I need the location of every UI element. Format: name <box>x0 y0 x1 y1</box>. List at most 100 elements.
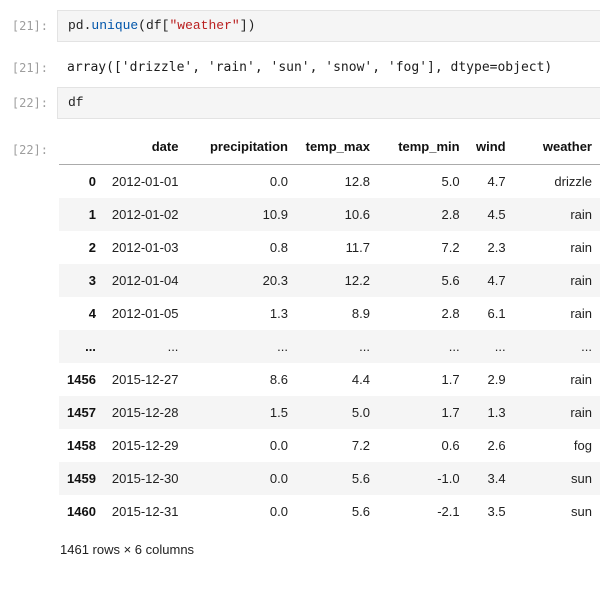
output-prompt-22: [22]: <box>11 143 48 157</box>
table-cell-precipitation: 10.9 <box>262 207 288 222</box>
code-cell-22: [22]: df <box>0 87 600 119</box>
table-row: 1459 2015-12-30 0.0 5.6 -1.0 3.4 sun <box>59 462 600 495</box>
table-cell-temp_min: 1.7 <box>441 372 460 387</box>
table-cell-temp_max: 8.9 <box>351 306 370 321</box>
table-cell-wind: 2.6 <box>487 438 506 453</box>
table-cell-precipitation: 0.8 <box>269 240 288 255</box>
table-cell-temp_max: 4.4 <box>351 372 370 387</box>
table-cell-temp_max: 7.2 <box>351 438 370 453</box>
code-token-punct: ]) <box>239 18 256 33</box>
table-cell-temp_min: 2.8 <box>441 306 460 321</box>
column-header-temp_max: temp_max <box>295 133 378 165</box>
table-cell-precipitation: 20.3 <box>262 273 288 288</box>
table-cell-wind: 4.7 <box>487 273 506 288</box>
code-editor-22[interactable]: df <box>57 87 600 119</box>
code-token-str: "weather" <box>169 18 240 33</box>
table-row: 1456 2015-12-27 8.6 4.4 1.7 2.9 rain <box>59 363 600 396</box>
table-cell-weather: rain <box>570 240 592 255</box>
table-cell-weather: sun <box>571 504 592 519</box>
row-index: 1 <box>88 207 96 222</box>
table-cell-date: ... <box>167 339 179 354</box>
table-cell-date: 2012-01-03 <box>111 240 179 255</box>
table-header-row: date precipitation temp_max temp_min wind wea… <box>59 133 600 165</box>
row-index: 1458 <box>67 438 96 453</box>
table-row: 2 2012-01-03 0.8 11.7 7.2 2.3 rain <box>59 231 600 264</box>
table-row: ..................... <box>59 330 600 363</box>
code-token-name: pd <box>68 18 84 33</box>
table-cell-temp_min: -1.0 <box>437 471 460 486</box>
row-index: 1460 <box>67 504 96 519</box>
column-header-weather: weather <box>513 133 600 165</box>
table-cell-temp_max: 12.2 <box>344 273 370 288</box>
table-cell-precipitation: 1.3 <box>269 306 288 321</box>
code-editor-21[interactable]: pd.unique(df["weather"]) <box>57 10 600 42</box>
table-cell-precipitation: 0.0 <box>269 504 288 519</box>
code-token-name: df <box>68 95 84 110</box>
dataframe-shape-label: 1461 rows × 6 columns <box>60 542 195 557</box>
table-cell-weather: rain <box>570 405 592 420</box>
table-cell-date: 2015-12-28 <box>111 405 179 420</box>
output-prompt-21: [21]: <box>11 61 48 75</box>
table-cell-wind: 2.3 <box>487 240 506 255</box>
row-index: 3 <box>88 273 96 288</box>
code-token-name: df <box>146 18 162 33</box>
table-cell-precipitation: 1.5 <box>269 405 288 420</box>
table-cell-weather: rain <box>570 306 592 321</box>
dataframe-body: 0 2012-01-01 0.0 12.8 5.0 4.7 drizzle 1 2012-01-… <box>59 165 600 529</box>
table-row: 1 2012-01-02 10.9 10.6 2.8 4.5 rain <box>59 198 600 231</box>
input-prompt-22: [22]: <box>11 96 48 110</box>
table-cell-temp_min: -2.1 <box>437 504 460 519</box>
code-token-punct: . <box>83 18 92 33</box>
table-cell-wind: 3.4 <box>487 471 506 486</box>
table-cell-temp_min: 0.6 <box>441 438 460 453</box>
code-token-prop: unique <box>91 18 139 33</box>
code-cell-21: [21]: pd.unique(df["weather"]) <box>0 10 600 42</box>
code-token-punct: ( <box>138 18 147 33</box>
table-cell-date: 2012-01-02 <box>111 207 179 222</box>
table-cell-precipitation: 8.6 <box>269 372 288 387</box>
table-cell-date: 2012-01-04 <box>111 273 179 288</box>
table-cell-temp_min: ... <box>448 339 460 354</box>
table-cell-precipitation: 0.0 <box>269 438 288 453</box>
table-cell-date: 2015-12-31 <box>111 504 179 519</box>
notebook: [21]: pd.unique(df["weather"]) [21]: arr… <box>0 10 600 558</box>
dataframe-output: date precipitation temp_max temp_min wind wea… <box>57 133 600 558</box>
table-cell-weather: ... <box>581 339 592 354</box>
row-index: 1457 <box>67 405 96 420</box>
table-row: 4 2012-01-05 1.3 8.9 2.8 6.1 rain <box>59 297 600 330</box>
table-cell-date: 2015-12-30 <box>111 471 179 486</box>
table-cell-wind: 2.9 <box>487 372 506 387</box>
row-index: 1456 <box>67 372 96 387</box>
row-index: 2 <box>88 240 96 255</box>
table-cell-weather: fog <box>573 438 592 453</box>
table-cell-wind: 4.5 <box>487 207 506 222</box>
code-line-21: pd.unique(df["weather"]) <box>68 18 255 33</box>
table-cell-date: 2012-01-05 <box>111 306 179 321</box>
table-cell-temp_min: 1.7 <box>441 405 460 420</box>
table-cell-temp_max: 5.6 <box>351 471 370 486</box>
table-cell-date: 2015-12-27 <box>111 372 179 387</box>
table-row: 1458 2015-12-29 0.0 7.2 0.6 2.6 fog <box>59 429 600 462</box>
table-cell-temp_max: ... <box>359 339 370 354</box>
table-cell-temp_max: 10.6 <box>344 207 370 222</box>
row-index: 1459 <box>67 471 96 486</box>
dataframe-table: date precipitation temp_max temp_min wind wea… <box>59 133 600 528</box>
input-prompt-21: [21]: <box>11 19 48 33</box>
table-cell-weather: drizzle <box>554 174 592 189</box>
table-cell-wind: 6.1 <box>487 306 506 321</box>
table-cell-precipitation: ... <box>277 339 288 354</box>
table-cell-weather: rain <box>570 273 592 288</box>
table-cell-weather: sun <box>571 471 592 486</box>
table-cell-temp_max: 11.7 <box>345 240 370 255</box>
table-cell-temp_max: 12.8 <box>344 174 370 189</box>
output-text-21: array(['drizzle', 'rain', 'sun', 'snow',… <box>67 60 553 75</box>
row-index: ... <box>85 339 96 354</box>
column-header-precipitation: precipitation <box>186 133 296 165</box>
table-cell-date: 2012-01-01 <box>111 174 179 189</box>
table-cell-date: 2015-12-29 <box>111 438 179 453</box>
table-row: 1460 2015-12-31 0.0 5.6 -2.1 3.5 sun <box>59 495 600 528</box>
table-cell-temp_min: 7.2 <box>441 240 460 255</box>
table-cell-wind: 3.5 <box>487 504 506 519</box>
table-row: 3 2012-01-04 20.3 12.2 5.6 4.7 rain <box>59 264 600 297</box>
index-header-blank <box>59 133 104 165</box>
